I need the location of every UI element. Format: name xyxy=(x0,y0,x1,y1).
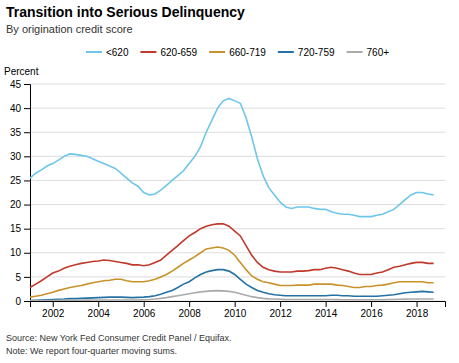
grid-line xyxy=(30,252,445,253)
grid-line xyxy=(30,108,445,109)
grid-line xyxy=(30,228,445,229)
legend-label: 720-759 xyxy=(298,47,335,58)
x-tick-mark xyxy=(371,301,372,307)
legend-swatch xyxy=(140,51,156,53)
y-tick-mark xyxy=(24,301,30,302)
y-tick-mark xyxy=(24,108,30,109)
x-tick-label: 2008 xyxy=(179,308,202,319)
legend-swatch xyxy=(278,51,294,53)
grid xyxy=(30,84,445,301)
plot: 2002 2004 2006 2008 2010 2012 2014 2016 2018 0 5 10… xyxy=(10,79,446,319)
y-tick-mark xyxy=(24,253,30,254)
grid-line xyxy=(30,180,445,181)
x-tick-label: 2016 xyxy=(360,308,383,319)
grid-line xyxy=(30,132,445,133)
y-tick-label: 10 xyxy=(10,247,22,258)
y-tick-label: 30 xyxy=(10,151,22,162)
x-tick: 2004 xyxy=(88,301,111,319)
y-tick-label: 20 xyxy=(10,199,22,210)
legend: <620 620-659 660-719 720-759 760+ xyxy=(86,47,389,58)
x-tick: 2018 xyxy=(406,301,429,319)
x-tick: 2002 xyxy=(42,301,65,319)
y-tick-label: 15 xyxy=(10,223,22,234)
note: Note: We report four-quarter moving sums… xyxy=(6,346,177,356)
y-tick: 40 xyxy=(10,103,30,114)
y-axis: 0 5 10 15 20 25 30 35 40 45 xyxy=(10,79,31,307)
y-tick: 10 xyxy=(10,247,30,258)
x-tick-label: 2018 xyxy=(406,308,429,319)
source: Source: New York Fed Consumer Credit Pan… xyxy=(6,333,232,343)
series-line xyxy=(30,291,434,301)
y-tick-label: 5 xyxy=(15,272,21,283)
y-tick: 30 xyxy=(10,151,30,162)
x-tick-label: 2010 xyxy=(224,308,247,319)
legend-item: 660-719 xyxy=(209,47,266,58)
title: Transition into Serious Delinquency xyxy=(6,4,245,20)
y-tick-mark xyxy=(24,180,30,181)
x-tick: 2014 xyxy=(315,301,338,319)
series-line xyxy=(30,270,434,301)
legend-label: 660-719 xyxy=(229,47,266,58)
grid-line xyxy=(30,156,445,157)
legend-label: <620 xyxy=(106,47,129,58)
legend-item: 620-659 xyxy=(140,47,197,58)
x-tick: 2010 xyxy=(224,301,247,319)
x-tick-mark xyxy=(144,301,145,307)
x-tick: 2012 xyxy=(270,301,293,319)
y-tick-mark xyxy=(24,84,30,85)
legend-label: 620-659 xyxy=(160,47,197,58)
series-line xyxy=(30,224,434,288)
y-tick: 35 xyxy=(10,127,30,138)
legend-swatch xyxy=(347,51,363,53)
x-tick-mark xyxy=(280,301,281,307)
y-axis-line xyxy=(24,85,31,302)
y-tick: 5 xyxy=(15,272,30,283)
y-tick-label: 0 xyxy=(15,296,21,307)
x-tick-label: 2002 xyxy=(42,308,65,319)
x-tick-mark xyxy=(235,301,236,307)
y-tick-label: 25 xyxy=(10,175,22,186)
subtitle: By origination credit score xyxy=(6,23,133,35)
y-axis-title: Percent xyxy=(4,66,39,77)
chart: Transition into Serious Delinquency By or… xyxy=(0,0,459,363)
legend-swatch xyxy=(209,51,225,53)
legend-item: 720-759 xyxy=(278,47,335,58)
x-axis: 2002 2004 2006 2008 2010 2012 2014 2016 2018 xyxy=(31,301,446,319)
legend-item: <620 xyxy=(86,47,129,58)
legend-label: 760+ xyxy=(367,47,390,58)
y-tick: 45 xyxy=(10,79,30,90)
y-tick-label: 45 xyxy=(10,79,22,90)
y-tick: 15 xyxy=(10,223,30,234)
x-tick: 2006 xyxy=(133,301,156,319)
x-tick-label: 2006 xyxy=(133,308,156,319)
x-tick-mark xyxy=(98,301,99,307)
y-tick-mark xyxy=(24,156,30,157)
grid-line xyxy=(30,204,445,205)
series-line xyxy=(30,98,434,216)
legend-item: 760+ xyxy=(347,47,390,58)
y-tick: 25 xyxy=(10,175,30,186)
lines xyxy=(30,98,434,300)
x-tick-mark xyxy=(189,301,190,307)
x-tick-mark xyxy=(417,301,418,307)
x-tick-mark xyxy=(53,301,54,307)
x-tick-mark xyxy=(326,301,327,307)
grid-line xyxy=(30,84,445,85)
x-tick: 2008 xyxy=(179,301,202,319)
y-tick-label: 35 xyxy=(10,127,22,138)
x-tick-label: 2004 xyxy=(88,308,111,319)
legend-swatch xyxy=(86,51,102,53)
x-tick-label: 2014 xyxy=(315,308,338,319)
y-tick-mark xyxy=(24,132,30,133)
x-tick-label: 2012 xyxy=(270,308,293,319)
y-tick-mark xyxy=(24,205,30,206)
y-tick: 20 xyxy=(10,199,30,210)
y-tick: 0 xyxy=(15,296,30,307)
x-axis-line xyxy=(31,302,446,308)
y-tick-label: 40 xyxy=(10,103,22,114)
y-tick-mark xyxy=(24,277,30,278)
x-tick: 2016 xyxy=(360,301,383,319)
y-tick-mark xyxy=(24,229,30,230)
